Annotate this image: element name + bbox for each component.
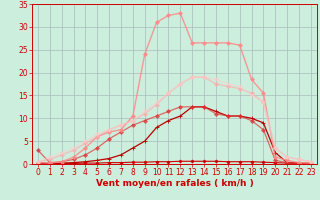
X-axis label: Vent moyen/en rafales ( km/h ): Vent moyen/en rafales ( km/h ) xyxy=(96,179,253,188)
